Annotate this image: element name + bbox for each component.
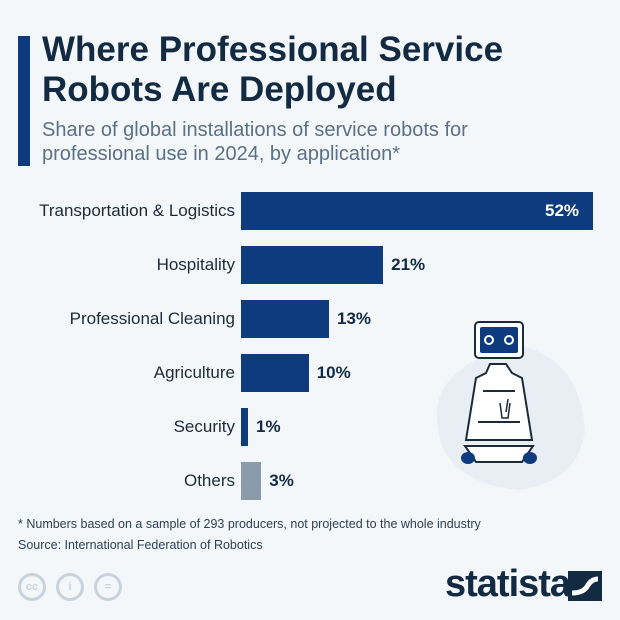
chart-subtitle: Share of global installations of service… bbox=[42, 119, 468, 165]
statista-logo[interactable]: statista bbox=[445, 563, 571, 605]
footnote: * Numbers based on a sample of 293 produ… bbox=[18, 517, 481, 531]
attribution-icon[interactable]: i bbox=[56, 573, 84, 601]
category-label: Others bbox=[183, 471, 235, 490]
bar bbox=[241, 354, 309, 392]
category-label: Hospitality bbox=[156, 255, 235, 274]
chart-title: Where Professional Service Robots Are De… bbox=[42, 30, 504, 109]
data-label: 1% bbox=[256, 417, 281, 436]
statista-logo-icon bbox=[568, 571, 602, 601]
source: Source: International Federation of Robo… bbox=[18, 538, 263, 552]
bar bbox=[241, 300, 329, 338]
data-label: 13% bbox=[337, 309, 372, 328]
bar bbox=[241, 462, 262, 500]
data-label: 3% bbox=[269, 471, 294, 490]
title-accent-bar bbox=[18, 36, 30, 166]
data-label: 52% bbox=[545, 201, 580, 220]
cc-icon[interactable]: cc bbox=[18, 573, 46, 601]
bar bbox=[241, 192, 593, 230]
robot-illustration-icon bbox=[436, 321, 585, 490]
category-label: Security bbox=[173, 417, 235, 436]
data-label: 21% bbox=[391, 255, 426, 274]
category-label: Professional Cleaning bbox=[69, 309, 235, 328]
bar bbox=[241, 246, 384, 284]
category-label: Transportation & Logistics bbox=[39, 201, 235, 220]
bar bbox=[241, 408, 248, 446]
category-label: Agriculture bbox=[153, 363, 235, 382]
no-derivatives-icon[interactable]: = bbox=[94, 573, 122, 601]
data-label: 10% bbox=[316, 363, 351, 382]
